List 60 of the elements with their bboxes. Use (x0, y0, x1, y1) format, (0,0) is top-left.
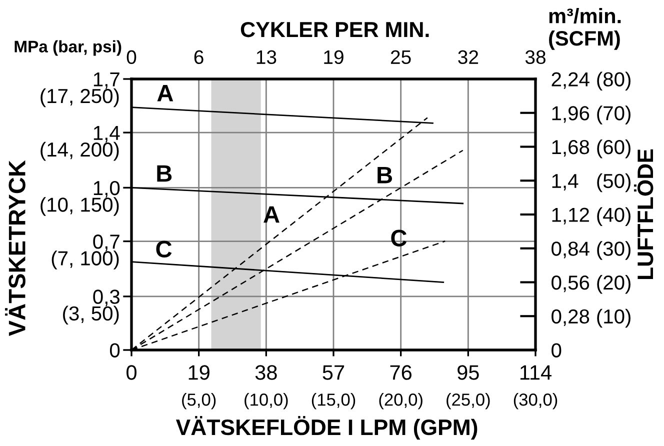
x-tick-label: 19 (188, 365, 210, 380)
y3-tick-label: (80) (597, 72, 630, 90)
text: (15,0) (312, 393, 356, 410)
y-tick-label: 0,3 (93, 290, 120, 306)
y-tick-label: 1,0 (94, 180, 120, 198)
annotation: B (157, 165, 172, 182)
x2-tick-label: 38 (525, 50, 546, 64)
y3-tick-label: (10) (597, 308, 630, 328)
annotation: A (264, 206, 280, 223)
x-axis-title: VÄTSKEFLÖDE I LPM (GPM) (176, 416, 478, 440)
y2-tick-label: 0,56 (552, 275, 590, 292)
x2-tick-label: 6 (194, 50, 204, 64)
text: (5,0) (182, 393, 216, 410)
y3-tick-label: (50) (597, 173, 630, 192)
text: (17, 250) (40, 88, 119, 108)
text: m³/min. (SCFM) (549, 8, 621, 50)
annotation: C (391, 230, 407, 246)
x2-tick-label: 25 (390, 50, 411, 64)
y3-tick-label: (40) (597, 207, 630, 226)
y-tick-label: 1,7 (94, 72, 120, 89)
y3-tick-label: (30) (597, 241, 630, 260)
x2-tick-label: 0 (126, 50, 136, 64)
y-tick-label: 0 (110, 343, 120, 358)
text: (30,0) (514, 393, 558, 410)
y2-axis-title: LUFTFLÖDE (634, 149, 654, 280)
x-tick-label: 0 (126, 365, 136, 380)
y3-tick-label: (60) (597, 139, 630, 158)
text: (10,0) (244, 393, 288, 410)
x2-axis-title: CYKLER PER MIN. (240, 22, 429, 38)
y3-tick-label: (20) (597, 274, 630, 294)
y2-tick-label: 2,24 (552, 72, 590, 89)
y2-tick-label: 1,96 (552, 106, 590, 123)
x-tick-label: 38 (255, 365, 277, 380)
y2-tick-label: 0,28 (552, 309, 590, 326)
x-tick-label: 114 (520, 365, 552, 380)
y-tick-label: 0,7 (93, 234, 120, 252)
y2-tick-label: 1,12 (552, 208, 589, 224)
y-axis-title: VÄTSKETRYCK (5, 160, 26, 336)
annotation: A (157, 85, 174, 102)
y2-tick-label: 1,4 (552, 174, 578, 190)
x-tick-label: 95 (458, 365, 479, 380)
text: (3, 50) (63, 306, 119, 325)
x-tick-label: 57 (322, 365, 344, 380)
y3-tick-label: (70) (597, 106, 630, 124)
text: MPa (bar, psi) (14, 40, 122, 56)
y2-tick-label: 1,68 (552, 140, 590, 157)
x2-tick-label: 19 (324, 50, 344, 64)
text: (10, 150) (40, 197, 119, 216)
y-tick-label: 1,4 (94, 126, 120, 142)
x2-tick-label: 13 (256, 50, 276, 64)
text: (14, 200) (40, 142, 119, 161)
y2-tick-label: 0,84 (552, 242, 590, 258)
y2-tick-label: 0 (552, 343, 562, 358)
x-tick-label: 76 (390, 365, 412, 380)
text: (20,0) (379, 393, 422, 410)
x2-tick-label: 32 (458, 50, 478, 64)
annotation: B (378, 166, 392, 184)
text: (7, 100) (52, 250, 119, 270)
text: (25,0) (446, 393, 490, 410)
annotation: C (156, 240, 172, 258)
